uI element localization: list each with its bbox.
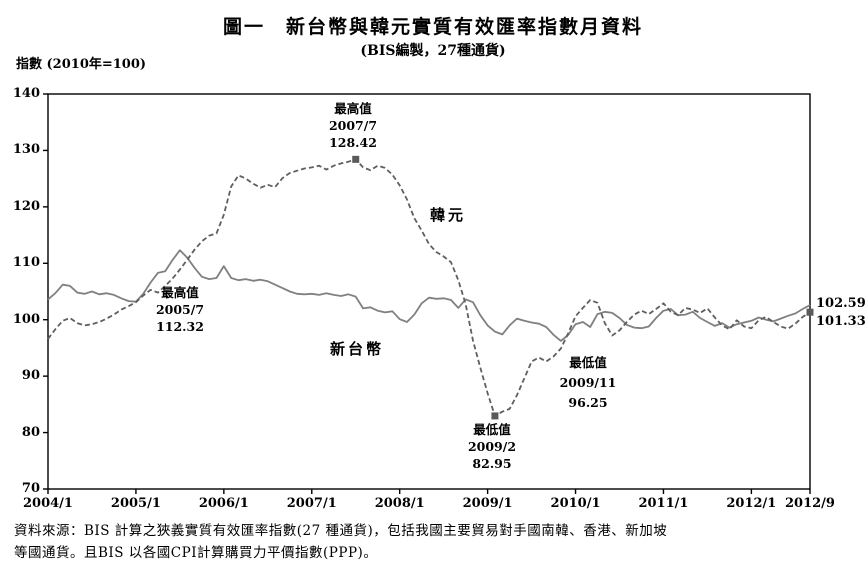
series-label-krw: 韓元 bbox=[430, 206, 467, 224]
source-note-line1: 資料來源：BIS 計算之狹義實質有效匯率指數(27 種通貨)，包括我國主要貿易對… bbox=[14, 523, 668, 539]
chart-subtitle: (BIS編製，27種通貨) bbox=[360, 43, 506, 59]
x-tick-label: 2006/1 bbox=[198, 496, 249, 511]
y-tick-label: 140 bbox=[12, 86, 40, 101]
y-tick-label: 110 bbox=[12, 255, 40, 271]
y-tick-label: 70 bbox=[21, 481, 40, 496]
y-tick-label: 80 bbox=[21, 424, 40, 440]
data-point-marker bbox=[491, 412, 499, 420]
annotation-krw-max: 最高值 2007/7 128.42 bbox=[305, 100, 401, 151]
annotation-twd-min-date: 2009/11 bbox=[559, 375, 617, 390]
annotation-twd-min-label: 最低值 bbox=[569, 355, 607, 370]
x-tick-label: 2012/9 bbox=[785, 496, 835, 511]
data-point-marker bbox=[352, 155, 360, 163]
annotation-twd-min: 最低值 2009/11 96.25 bbox=[540, 353, 636, 413]
x-tick-label: 2011/1 bbox=[638, 496, 689, 511]
annotation-krw-max-label: 最高值 bbox=[334, 101, 372, 116]
annotation-twd-max: 最高值 2005/7 112.32 bbox=[132, 284, 228, 335]
annotation-twd-max-date: 2005/7 bbox=[155, 302, 205, 317]
annotation-twd-min-value: 96.25 bbox=[568, 395, 608, 410]
source-note: 資料來源：BIS 計算之狹義實質有效匯率指數(27 種通貨)，包括我國主要貿易對… bbox=[14, 520, 860, 564]
x-tick-label: 2009/1 bbox=[462, 496, 513, 511]
annotation-twd-max-value: 112.32 bbox=[156, 319, 204, 334]
end-value-twd: 102.59 bbox=[816, 296, 866, 311]
y-axis-unit-label: 指數 (2010年=100) bbox=[16, 57, 147, 72]
source-note-line2: 等國通貨。且BIS 以各國CPI計算購買力平價指數(PPP)。 bbox=[14, 545, 378, 561]
annotation-krw-min-date: 2009/2 bbox=[467, 439, 517, 454]
y-tick-label: 130 bbox=[12, 142, 40, 158]
x-tick-label: 2008/1 bbox=[374, 496, 425, 511]
x-tick-label: 2004/1 bbox=[23, 496, 73, 511]
y-tick-label: 120 bbox=[12, 198, 40, 214]
plot-border bbox=[47, 93, 811, 490]
series-label-twd: 新台幣 bbox=[330, 340, 385, 358]
annotation-krw-min-value: 82.95 bbox=[472, 456, 512, 471]
annotation-krw-max-value: 128.42 bbox=[329, 135, 377, 150]
series-line-twd bbox=[47, 249, 811, 342]
x-tick-label: 2010/1 bbox=[550, 496, 601, 511]
x-tick-label: 2005/1 bbox=[110, 496, 161, 511]
annotation-krw-min-label: 最低值 bbox=[473, 422, 511, 437]
y-tick-label: 90 bbox=[21, 368, 40, 384]
x-tick-label: 2012/1 bbox=[726, 496, 777, 511]
annotation-krw-min: 最低值 2009/2 82.95 bbox=[444, 421, 540, 472]
series-line-krw bbox=[47, 158, 811, 417]
data-point-marker bbox=[806, 308, 814, 316]
annotation-twd-max-label: 最高值 bbox=[161, 285, 199, 300]
end-value-krw: 101.33 bbox=[816, 314, 866, 329]
annotation-krw-max-date: 2007/7 bbox=[328, 118, 378, 133]
chart-title: 圖一 新台幣與韓元實質有效匯率指數月資料 bbox=[222, 16, 643, 38]
x-tick-label: 2007/1 bbox=[286, 496, 337, 511]
y-tick-label: 100 bbox=[12, 311, 40, 327]
